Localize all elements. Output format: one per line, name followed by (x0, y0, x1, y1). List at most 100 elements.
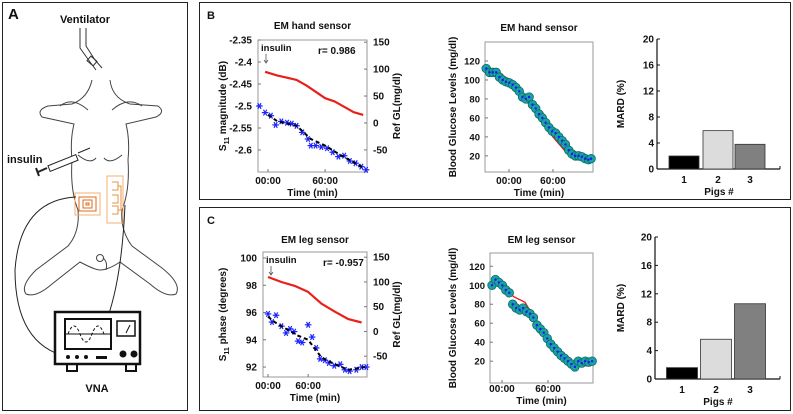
y-right-tick-label: 50 (373, 92, 385, 103)
estimate-dot (537, 112, 541, 116)
estimate-dot (504, 80, 508, 84)
y-tick-label: 0 (646, 375, 652, 386)
star-stroke (330, 149, 335, 156)
fit-line (267, 315, 366, 371)
ref-glucose-line (264, 70, 364, 116)
star-stroke (305, 135, 311, 143)
estimate-dot (535, 323, 539, 327)
star-stroke (300, 129, 305, 136)
insulin-label: insulin (7, 154, 43, 166)
plot-frame (257, 39, 368, 173)
estimate-dot (508, 81, 511, 85)
correlation-label: r= 0.986 (318, 46, 356, 57)
estimate-dot (521, 306, 525, 310)
estimate-dot (511, 303, 514, 306)
y-right-tick-label: 100 (373, 277, 390, 288)
estimate-dot (584, 359, 587, 363)
y-tick-label: 60 (474, 319, 485, 330)
ventilator-tube-icon (79, 28, 103, 71)
star-stroke (338, 361, 343, 368)
bar-pig-2 (702, 130, 734, 170)
star-stroke (308, 142, 314, 149)
star-stroke (265, 310, 271, 318)
y-tick-label: 16 (641, 261, 653, 272)
branch-sensor-icon (106, 175, 124, 224)
chart-title: EM hand sensor (500, 23, 577, 34)
x-tick-label: 00:00 (255, 176, 281, 187)
y-tick-label: 100 (469, 281, 485, 292)
spiral-sensor-icon (74, 192, 101, 216)
estimate-dot (524, 97, 528, 101)
x-axis-label: Time (min) (514, 188, 564, 199)
estimate-dot (570, 362, 573, 366)
y-tick-label: 4 (648, 139, 654, 150)
y-tick-label: 16 (643, 61, 655, 72)
estimate-dot (531, 103, 534, 106)
star-point (272, 312, 280, 319)
star-point (362, 166, 370, 173)
star-stroke (269, 318, 275, 326)
estimate-dot (552, 346, 556, 350)
estimate-dot (580, 361, 583, 365)
bar-pig-1 (666, 367, 698, 380)
estimate-dot (514, 306, 518, 310)
y-label-s: S (218, 144, 229, 151)
star-point (336, 361, 344, 368)
y-tick-label: -2.35 (229, 36, 252, 47)
star-stroke (289, 120, 294, 127)
y-right-tick-label: 0 (373, 118, 379, 129)
x-axis-label: Pigs # (703, 397, 733, 408)
y-right-tick-label: 150 (373, 253, 390, 264)
x-axis-label: Time (min) (516, 396, 566, 407)
vna-instrument-icon (53, 310, 142, 372)
estimate-dot (494, 278, 497, 281)
estimate-dot (564, 143, 567, 146)
y-tick-label: 80 (474, 300, 485, 311)
star-point (308, 333, 316, 341)
star-stroke (262, 109, 268, 116)
x-tick-label: 2 (715, 175, 721, 186)
y-tick-label: 8 (646, 318, 652, 329)
y-tick-label: -2.6 (235, 146, 253, 157)
star-point (298, 339, 306, 346)
estimate-dot (567, 148, 570, 152)
estimate-dot (587, 360, 590, 364)
estimate-dot (566, 359, 570, 363)
star-stroke (287, 325, 293, 333)
y-tick-label: 20 (474, 357, 485, 368)
y-tick-label: 20 (469, 151, 480, 162)
x-tick-label: 60:00 (295, 381, 321, 392)
bar-pig-1 (668, 155, 700, 170)
y-tick-label: 94 (246, 335, 258, 346)
chart-title: EM hand sensor (274, 21, 351, 32)
star-stroke (318, 355, 323, 363)
estimate-dot (547, 126, 551, 129)
y-right-tick-label: 50 (373, 302, 385, 313)
star-point (304, 321, 312, 328)
estimate-dot (485, 67, 488, 70)
panel-label-c: C (207, 215, 215, 227)
estimate-dot (521, 95, 524, 99)
y-tick-label: 12 (641, 289, 653, 300)
star-stroke (299, 339, 305, 346)
plot-frame (484, 41, 594, 173)
estimate-dot (590, 359, 594, 363)
estimate-dot (508, 291, 511, 295)
y-label-subscript: 11 (224, 347, 231, 355)
estimate-dot (534, 107, 537, 110)
panel-label-b: B (207, 10, 215, 22)
estimate-dot (556, 350, 559, 353)
y-tick-label: 80 (469, 94, 480, 105)
estimate-dot (563, 357, 566, 360)
y-tick-label: 0 (648, 165, 654, 176)
star-stroke (273, 121, 278, 129)
estimate-dot (580, 155, 584, 159)
y-tick-label: -2.4 (235, 58, 253, 69)
y-axis-label: Blood Glucose Levels (mg/dl) (448, 248, 459, 389)
x-tick-label: 2 (713, 385, 719, 396)
estimate-dot (488, 71, 491, 74)
y-tick-label: 20 (641, 233, 653, 244)
